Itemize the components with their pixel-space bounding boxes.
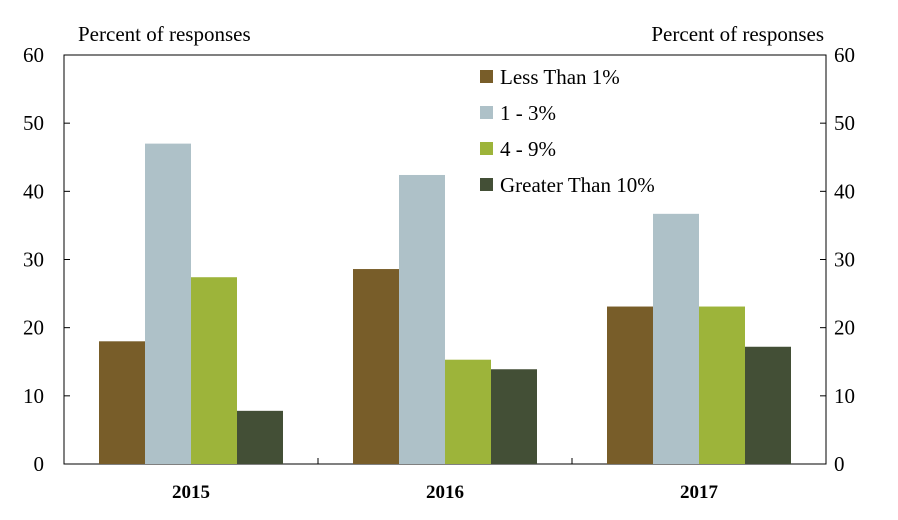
right-y-tick-label: 60	[834, 43, 855, 67]
legend: Less Than 1% 1 - 3% 4 - 9% Greater Than 10%	[480, 65, 655, 197]
legend-label: 1 - 3%	[500, 101, 556, 125]
legend-label: Greater Than 10%	[500, 173, 655, 197]
right-y-tick-label: 30	[834, 248, 855, 272]
bar	[745, 346, 791, 464]
right-y-tick-label: 50	[834, 111, 855, 135]
bar	[491, 369, 537, 464]
bar	[99, 341, 145, 464]
bar	[191, 277, 237, 464]
bar	[399, 174, 445, 464]
legend-swatch	[480, 70, 493, 83]
right-y-tick-label: 0	[834, 452, 845, 476]
right-y-tick-label: 40	[834, 179, 855, 203]
x-category-label: 2017	[680, 482, 719, 503]
bar	[145, 143, 191, 464]
left-y-tick-label: 20	[23, 316, 44, 340]
left-y-tick-label: 40	[23, 179, 44, 203]
left-y-tick-label: 60	[23, 43, 44, 67]
tick-labels: 0 0 10 10 20 20 30 30 40 40 50 50 60 60 2015 2016 2017	[23, 43, 855, 503]
left-y-tick-label: 30	[23, 248, 44, 272]
right-y-tick-label: 10	[834, 384, 855, 408]
legend-swatch	[480, 142, 493, 155]
bar	[607, 306, 653, 464]
bar	[699, 306, 745, 464]
bar	[353, 269, 399, 464]
bar	[653, 213, 699, 464]
bar	[237, 410, 283, 464]
left-axis-unit-label: Percent of responses	[78, 22, 251, 46]
left-y-tick-label: 10	[23, 384, 44, 408]
x-category-label: 2015	[172, 482, 210, 503]
right-axis-unit-label: Percent of responses	[651, 22, 824, 46]
legend-label: 4 - 9%	[500, 137, 556, 161]
bars	[99, 143, 791, 464]
x-category-label: 2016	[426, 482, 464, 503]
legend-swatch	[480, 178, 493, 191]
legend-swatch	[480, 106, 493, 119]
left-y-tick-label: 0	[34, 452, 45, 476]
right-y-tick-label: 20	[834, 316, 855, 340]
left-y-tick-label: 50	[23, 111, 44, 135]
bar	[445, 359, 491, 464]
legend-label: Less Than 1%	[500, 65, 620, 89]
